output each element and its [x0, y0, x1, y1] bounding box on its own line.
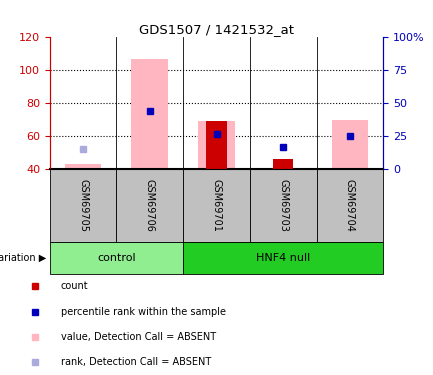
- Bar: [207, 121, 226, 169]
- Text: GSM69705: GSM69705: [78, 179, 88, 232]
- Bar: [65, 164, 101, 169]
- Bar: [183, 242, 383, 274]
- Bar: [250, 169, 317, 242]
- Bar: [198, 121, 235, 169]
- Bar: [273, 159, 293, 169]
- Text: GSM69706: GSM69706: [145, 179, 155, 232]
- Text: percentile rank within the sample: percentile rank within the sample: [61, 307, 226, 317]
- Bar: [50, 169, 116, 242]
- Text: GSM69703: GSM69703: [278, 179, 288, 232]
- Bar: [50, 242, 183, 274]
- Text: control: control: [97, 253, 136, 263]
- Bar: [116, 169, 183, 242]
- Text: value, Detection Call = ABSENT: value, Detection Call = ABSENT: [61, 332, 216, 342]
- Bar: [132, 59, 168, 169]
- Text: GSM69704: GSM69704: [345, 179, 355, 232]
- Bar: [317, 169, 383, 242]
- Title: GDS1507 / 1421532_at: GDS1507 / 1421532_at: [139, 23, 294, 36]
- Text: GSM69701: GSM69701: [211, 179, 222, 232]
- Text: genotype/variation ▶: genotype/variation ▶: [0, 253, 46, 263]
- Bar: [183, 169, 250, 242]
- Text: HNF4 null: HNF4 null: [256, 253, 310, 263]
- Bar: [332, 120, 368, 169]
- Text: count: count: [61, 281, 88, 291]
- Text: rank, Detection Call = ABSENT: rank, Detection Call = ABSENT: [61, 357, 211, 368]
